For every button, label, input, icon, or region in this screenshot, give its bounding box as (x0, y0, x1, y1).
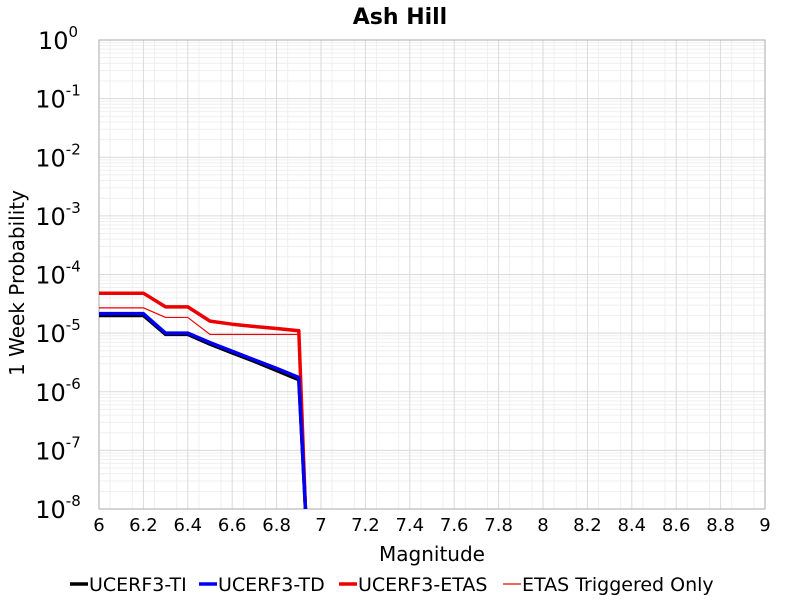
x-tick-label: 8.6 (662, 515, 691, 536)
x-tick-label: 7 (315, 515, 326, 536)
legend-label: UCERF3-TI (89, 574, 187, 596)
x-tick-label: 7.4 (395, 515, 424, 536)
legend-label: ETAS Triggered Only (522, 574, 714, 596)
x-tick-label: 7.2 (351, 515, 380, 536)
x-tick-label: 9 (759, 515, 770, 536)
series-layer (99, 291, 308, 509)
y-tick-label: 100 (38, 23, 78, 55)
x-tick-label: 7.6 (440, 515, 469, 536)
series-line-ucerf3-ti (99, 313, 308, 509)
plot-area-frame (98, 39, 766, 510)
y-tick-label: 10-7 (35, 433, 81, 465)
legend: UCERF3-TI UCERF3-TD UCERF3-ETAS ETAS Trigge… (70, 574, 714, 596)
y-tick-label: 10-4 (35, 258, 81, 290)
x-tick-label: 8 (537, 515, 548, 536)
x-tick-label: 6.8 (262, 515, 291, 536)
y-tick-label: 10-1 (35, 82, 81, 114)
y-tick-labels: 100 10-1 10-2 10-3 10-4 10-5 10-6 10-7 10-8 (35, 23, 81, 524)
x-tick-label: 8.2 (573, 515, 602, 536)
legend-label: UCERF3-TD (218, 574, 325, 596)
y-tick-label: 10-5 (35, 316, 81, 348)
x-tick-label: 6.2 (129, 515, 158, 536)
chart-title: Ash Hill (353, 5, 447, 30)
series-line-etas-triggered-only (99, 307, 307, 509)
y-tick-label: 10-6 (35, 375, 81, 407)
series-line-ucerf3-etas (99, 291, 308, 509)
y-tick-label: 10-2 (35, 140, 81, 172)
y-tick-label: 10-8 (35, 492, 81, 524)
y-tick-label: 10-3 (35, 199, 81, 231)
x-tick-label: 8.4 (617, 515, 646, 536)
x-tick-labels: 6 6.2 6.4 6.6 6.8 7 7.2 7.4 7.6 7.8 8 8.2 8.4 8.6 8.8 9 (93, 515, 770, 536)
x-tick-label: 6 (93, 515, 104, 536)
x-axis-label: Magnitude (379, 542, 485, 566)
legend-label: UCERF3-ETAS (358, 574, 487, 596)
x-tick-label: 7.8 (484, 515, 513, 536)
y-axis-label: 1 Week Probability (5, 190, 29, 376)
x-tick-label: 6.4 (173, 515, 202, 536)
x-tick-label: 8.8 (706, 515, 735, 536)
series-line-ucerf3-td (99, 311, 308, 509)
x-tick-label: 6.6 (218, 515, 247, 536)
